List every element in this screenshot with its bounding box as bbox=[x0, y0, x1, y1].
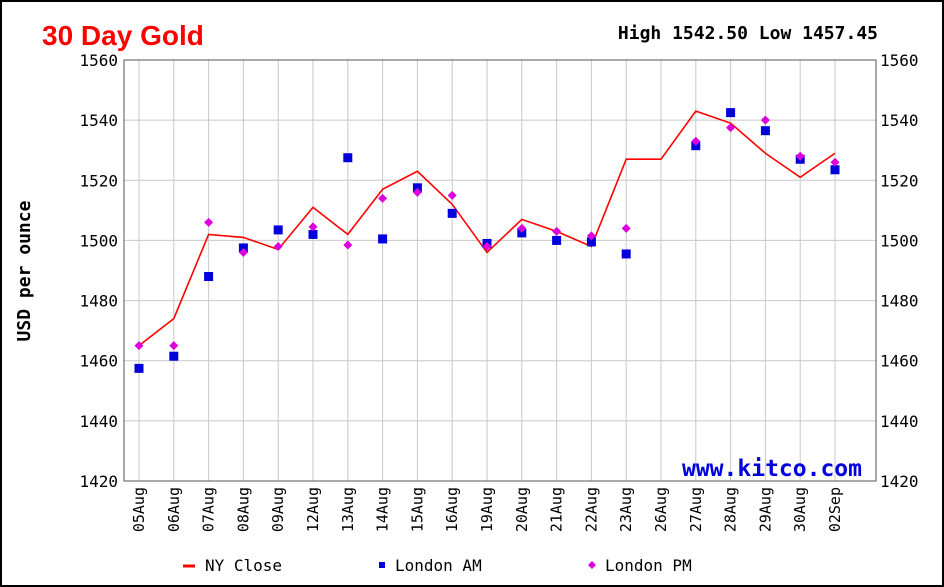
y-tick-label-right: 1500 bbox=[880, 231, 919, 250]
london-am-point bbox=[586, 237, 596, 247]
y-tick-label-left: 1560 bbox=[79, 51, 118, 70]
y-tick-label-left: 1480 bbox=[79, 292, 118, 311]
legend: NY Close London AM London PM bbox=[183, 556, 692, 575]
london-pm-point bbox=[760, 115, 770, 125]
legend-label: NY Close bbox=[205, 556, 282, 575]
legend-swatch-london-pm bbox=[588, 561, 596, 569]
legend-label: London AM bbox=[395, 556, 482, 575]
ny-close-line bbox=[138, 110, 836, 347]
london-am-point bbox=[552, 235, 562, 245]
y-tick-label-left: 1520 bbox=[79, 171, 118, 190]
london-am-point bbox=[273, 225, 283, 235]
y-tick-label-left: 1420 bbox=[79, 472, 118, 491]
x-tick-label: 26Aug bbox=[652, 487, 670, 532]
london-pm-point bbox=[308, 222, 318, 232]
x-tick-label: 23Aug bbox=[617, 487, 635, 532]
legend-swatch-london-am bbox=[379, 562, 385, 568]
y-axis-left: 1420 1440 1460 1480 1500 1520 1540 1560 bbox=[79, 51, 118, 491]
x-axis: 05Aug 06Aug 07Aug 08Aug 09Aug 12Aug 13Aug 14Aug… bbox=[130, 487, 844, 532]
london-am-point bbox=[308, 229, 318, 239]
london-pm-point bbox=[830, 157, 840, 167]
london-pm-point bbox=[795, 151, 805, 161]
london-pm-point bbox=[482, 241, 492, 251]
x-tick-label: 15Aug bbox=[408, 487, 426, 532]
x-tick-label: 06Aug bbox=[165, 487, 183, 532]
london-pm-point bbox=[447, 190, 457, 200]
london-am-point bbox=[447, 208, 457, 218]
x-tick-label: 22Aug bbox=[582, 487, 600, 532]
london-am-point bbox=[726, 108, 736, 118]
london-am-point bbox=[134, 363, 144, 373]
x-tick-label: 09Aug bbox=[269, 487, 287, 532]
x-tick-label: 08Aug bbox=[234, 487, 252, 532]
london-pm-point bbox=[586, 231, 596, 241]
london-am-point bbox=[517, 228, 527, 238]
y-tick-label-right: 1560 bbox=[880, 51, 919, 70]
high-low-label: High 1542.50 Low 1457.45 bbox=[618, 23, 878, 44]
chart-title: 30 Day Gold bbox=[42, 20, 204, 51]
london-pm-point bbox=[378, 193, 388, 203]
y-axis-right: 1420 1440 1460 1480 1500 1520 1540 1560 bbox=[880, 51, 919, 491]
x-tick-label: 14Aug bbox=[374, 487, 392, 532]
x-tick-label: 12Aug bbox=[304, 487, 322, 532]
x-tick-label: 07Aug bbox=[200, 487, 218, 532]
y-tick-label-right: 1480 bbox=[880, 292, 919, 311]
y-axis-label: USD per ounce bbox=[14, 200, 35, 341]
x-tick-label: 20Aug bbox=[513, 487, 531, 532]
london-am-point bbox=[830, 165, 840, 175]
watermark: www.kitco.com bbox=[682, 456, 862, 482]
london-pm-point bbox=[238, 247, 248, 257]
london-pm-point bbox=[691, 136, 701, 146]
london-pm-point bbox=[204, 217, 214, 227]
x-tick-label: 19Aug bbox=[478, 487, 496, 532]
london-am-point bbox=[412, 183, 422, 193]
y-tick-label-right: 1420 bbox=[880, 472, 919, 491]
x-tick-label: 28Aug bbox=[722, 487, 740, 532]
london-am-point bbox=[169, 351, 179, 361]
london-pm-point bbox=[134, 341, 144, 351]
chart-marks bbox=[134, 108, 840, 373]
x-tick-label: 30Aug bbox=[791, 487, 809, 532]
y-tick-label-right: 1440 bbox=[880, 412, 919, 431]
plot-frame bbox=[123, 59, 877, 482]
london-pm-point bbox=[273, 241, 283, 251]
y-tick-label-left: 1440 bbox=[79, 412, 118, 431]
london-pm-point bbox=[552, 226, 562, 236]
x-tick-label: 27Aug bbox=[687, 487, 705, 532]
y-tick-label-left: 1500 bbox=[79, 231, 118, 250]
london-pm-point bbox=[726, 123, 736, 133]
y-tick-label-right: 1540 bbox=[880, 111, 919, 130]
x-tick-label: 21Aug bbox=[548, 487, 566, 532]
london-am-point bbox=[378, 234, 388, 244]
x-tick-label: 05Aug bbox=[130, 487, 148, 532]
london-am-point bbox=[204, 272, 214, 282]
london-pm-point bbox=[343, 240, 353, 250]
london-am-point bbox=[760, 126, 770, 136]
london-pm-point bbox=[169, 341, 179, 351]
y-tick-label-right: 1520 bbox=[880, 171, 919, 190]
london-pm-point bbox=[412, 187, 422, 197]
x-tick-label: 29Aug bbox=[756, 487, 774, 532]
legend-label: London PM bbox=[605, 556, 692, 575]
london-pm-point bbox=[621, 223, 631, 233]
london-am-point bbox=[621, 249, 631, 259]
y-tick-label-left: 1460 bbox=[79, 352, 118, 371]
london-am-point bbox=[238, 243, 248, 253]
x-tick-label: 16Aug bbox=[443, 487, 461, 532]
london-am-point bbox=[691, 141, 701, 151]
y-tick-label-right: 1460 bbox=[880, 352, 919, 371]
y-tick-label-left: 1540 bbox=[79, 111, 118, 130]
x-tick-label: 13Aug bbox=[339, 487, 357, 532]
x-tick-label: 02Sep bbox=[826, 487, 844, 532]
london-am-point bbox=[343, 153, 353, 163]
london-pm-point bbox=[517, 223, 527, 233]
